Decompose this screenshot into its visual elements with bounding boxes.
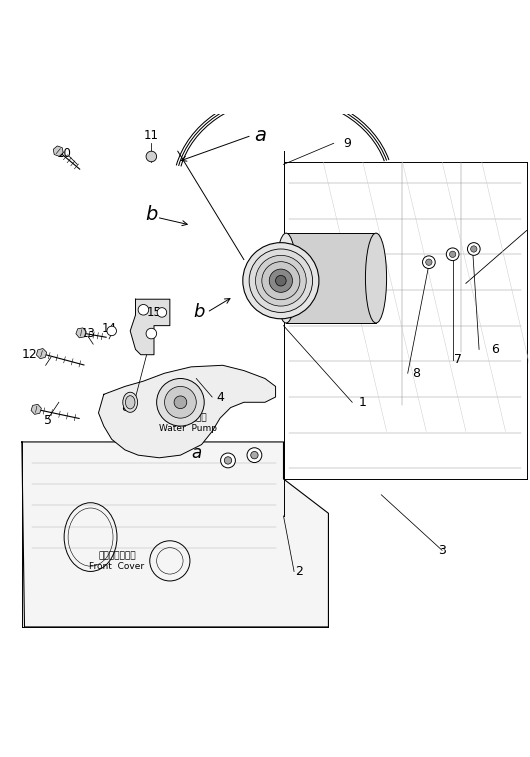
Text: フロントカバー: フロントカバー [98, 551, 136, 560]
Text: 9: 9 [343, 137, 351, 150]
Text: 8: 8 [412, 366, 420, 380]
Polygon shape [37, 348, 47, 359]
Circle shape [146, 329, 157, 339]
Text: b: b [193, 304, 205, 322]
Polygon shape [286, 233, 376, 323]
Ellipse shape [276, 233, 297, 323]
Text: a: a [191, 444, 201, 462]
Ellipse shape [280, 251, 292, 263]
Circle shape [471, 246, 477, 252]
Circle shape [243, 243, 319, 319]
Text: 6: 6 [491, 343, 499, 356]
Text: 2: 2 [295, 565, 303, 578]
Polygon shape [22, 442, 329, 627]
Circle shape [220, 453, 235, 468]
Circle shape [446, 248, 459, 260]
Circle shape [138, 304, 149, 315]
Text: 8: 8 [121, 401, 129, 414]
Circle shape [467, 243, 480, 255]
Polygon shape [76, 328, 86, 338]
Ellipse shape [123, 392, 138, 413]
Text: 14: 14 [102, 322, 117, 335]
Polygon shape [54, 146, 63, 157]
Circle shape [157, 307, 166, 317]
Circle shape [247, 447, 262, 463]
Ellipse shape [366, 233, 386, 323]
Text: Front  Cover: Front Cover [90, 562, 145, 571]
Text: 3: 3 [438, 544, 446, 557]
Circle shape [146, 151, 157, 162]
Circle shape [164, 386, 196, 418]
Polygon shape [31, 404, 41, 414]
Text: 10: 10 [57, 148, 72, 160]
Polygon shape [99, 366, 276, 458]
Text: 7: 7 [454, 354, 462, 366]
Ellipse shape [280, 294, 292, 305]
Circle shape [269, 269, 293, 292]
Circle shape [251, 451, 258, 459]
Circle shape [107, 326, 117, 335]
Text: 13: 13 [81, 327, 95, 340]
Text: 1: 1 [359, 396, 367, 409]
Circle shape [174, 396, 187, 409]
Circle shape [255, 255, 306, 306]
Text: 4: 4 [216, 391, 224, 403]
Text: 5: 5 [45, 414, 52, 427]
Text: 12: 12 [22, 348, 38, 361]
Text: b: b [145, 205, 157, 224]
Text: 11: 11 [144, 129, 159, 142]
Circle shape [276, 276, 286, 286]
Text: Water  Pump: Water Pump [160, 424, 217, 433]
Circle shape [422, 256, 435, 269]
Text: a: a [254, 126, 266, 145]
Circle shape [262, 262, 300, 300]
Circle shape [157, 378, 204, 426]
Circle shape [249, 249, 313, 313]
Text: ウォータポンプ: ウォータポンプ [170, 413, 207, 422]
Text: 15: 15 [147, 306, 162, 319]
Polygon shape [130, 299, 170, 355]
Ellipse shape [126, 396, 135, 409]
Circle shape [449, 251, 456, 257]
Circle shape [224, 456, 232, 464]
Circle shape [426, 259, 432, 266]
